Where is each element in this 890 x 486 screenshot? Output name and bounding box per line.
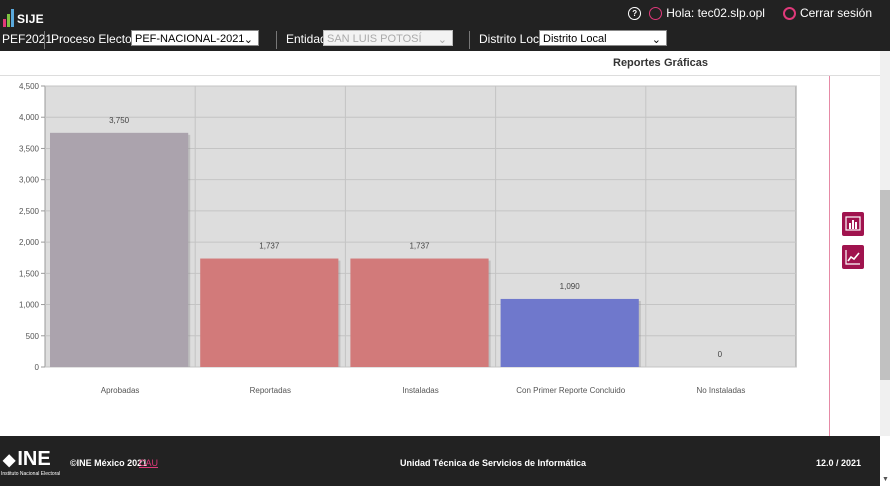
bar-chart: 0 500 1,000 1,500 2,000 2,500 3,000 3,500 4,000 4… bbox=[19, 82, 797, 395]
divider bbox=[44, 31, 45, 49]
bar-value-label: 1,737 bbox=[409, 242, 430, 251]
process-select-value: PEF-NACIONAL-2021 bbox=[135, 33, 245, 45]
ine-logo: ◆ INE bbox=[3, 448, 51, 471]
cau-link[interactable]: CAU bbox=[139, 458, 159, 468]
chevron-down-icon: ⌄ bbox=[437, 34, 447, 46]
y-tick-label: 1,000 bbox=[19, 301, 40, 310]
sije-logo[interactable]: SIJE bbox=[3, 5, 47, 27]
bar bbox=[200, 258, 339, 367]
y-tick-label: 500 bbox=[26, 332, 40, 341]
y-tick-label: 4,000 bbox=[19, 113, 40, 122]
logout-link[interactable]: Cerrar sesión bbox=[799, 6, 872, 20]
help-circle-icon[interactable]: ? bbox=[628, 6, 642, 20]
line-chart-icon bbox=[845, 250, 860, 265]
process-select[interactable]: PEF-NACIONAL-2021 ⌄ bbox=[131, 30, 259, 46]
bar-value-label: 1,737 bbox=[259, 242, 280, 251]
bar bbox=[500, 298, 639, 367]
entity-label: Entidad bbox=[286, 32, 327, 46]
entity-select-value: SAN LUIS POTOSÍ bbox=[327, 33, 422, 45]
chart-container: 0 500 1,000 1,500 2,000 2,500 3,000 3,500 4,000 4… bbox=[0, 76, 828, 412]
settings-gear-icon bbox=[782, 6, 796, 20]
user-icon bbox=[649, 6, 663, 20]
y-tick-label: 2,500 bbox=[19, 207, 40, 216]
entity-select[interactable]: SAN LUIS POTOSÍ ⌄ bbox=[323, 30, 453, 46]
district-label: Distrito Local bbox=[479, 32, 549, 46]
x-category-label: Reportadas bbox=[250, 386, 291, 395]
top-bar: SIJE ? Hola: tec02.slp.opl Cerrar sesión bbox=[0, 0, 890, 28]
y-tick-label: 1,500 bbox=[19, 269, 40, 278]
x-category-label: Aprobadas bbox=[101, 386, 140, 395]
y-tick-label: 2,000 bbox=[19, 238, 40, 247]
line-chart-button[interactable] bbox=[842, 245, 864, 269]
chevron-down-icon: ⌄ bbox=[651, 34, 661, 46]
selector-bar: PEF2021 Proceso Electoral PEF-NACIONAL-2… bbox=[0, 28, 890, 51]
divider bbox=[276, 31, 277, 49]
footer: ◆ INE Instituto Nacional Electoral ©INE … bbox=[0, 436, 880, 486]
bar-value-label: 0 bbox=[718, 350, 723, 359]
district-select[interactable]: Distrito Local ⌄ bbox=[539, 30, 667, 46]
scroll-down-arrow-icon[interactable]: ▼ bbox=[882, 476, 889, 483]
y-tick-label: 3,500 bbox=[19, 144, 40, 153]
bar-value-label: 1,090 bbox=[560, 282, 581, 291]
logo-text: SIJE bbox=[17, 12, 44, 26]
bar bbox=[50, 132, 189, 367]
tab-reports[interactable]: Reportes bbox=[613, 57, 661, 69]
y-tick-label: 4,500 bbox=[19, 82, 40, 91]
divider bbox=[469, 31, 470, 49]
x-category-label: No Instaladas bbox=[696, 386, 745, 395]
greeting-text: Hola: tec02.slp.opl bbox=[666, 6, 765, 20]
bar-chart-icon bbox=[845, 216, 861, 231]
y-tick-label: 3,000 bbox=[19, 176, 40, 185]
version: 12.0 / 2021 bbox=[816, 458, 862, 468]
sub-navigation: Reportes Gráficas bbox=[0, 51, 880, 76]
unit-name: Unidad Técnica de Servicios de Informáti… bbox=[400, 458, 587, 468]
y-tick-label: 0 bbox=[35, 363, 40, 372]
chevron-down-icon: ⌄ bbox=[243, 34, 253, 46]
diamond-icon: ◆ bbox=[3, 451, 16, 469]
tab-charts[interactable]: Gráficas bbox=[664, 57, 709, 69]
bar-chart-button[interactable] bbox=[842, 212, 864, 236]
bar bbox=[350, 258, 489, 367]
bar-value-label: 3,750 bbox=[109, 116, 130, 125]
ine-full-name: Instituto Nacional Electoral bbox=[1, 471, 61, 477]
panel-divider bbox=[829, 76, 830, 436]
scrollbar-thumb[interactable] bbox=[880, 190, 890, 380]
process-label: Proceso Electoral bbox=[51, 32, 146, 46]
copyright: ©INE México 2021 bbox=[70, 458, 148, 468]
x-category-label: Con Primer Reporte Concluido bbox=[516, 386, 625, 395]
x-category-label: Instaladas bbox=[402, 386, 438, 395]
process-code: PEF2021 bbox=[2, 32, 53, 46]
district-select-value: Distrito Local bbox=[543, 33, 607, 45]
user-area: ? Hola: tec02.slp.opl Cerrar sesión bbox=[628, 6, 872, 20]
ine-logo-text: INE bbox=[17, 448, 51, 470]
